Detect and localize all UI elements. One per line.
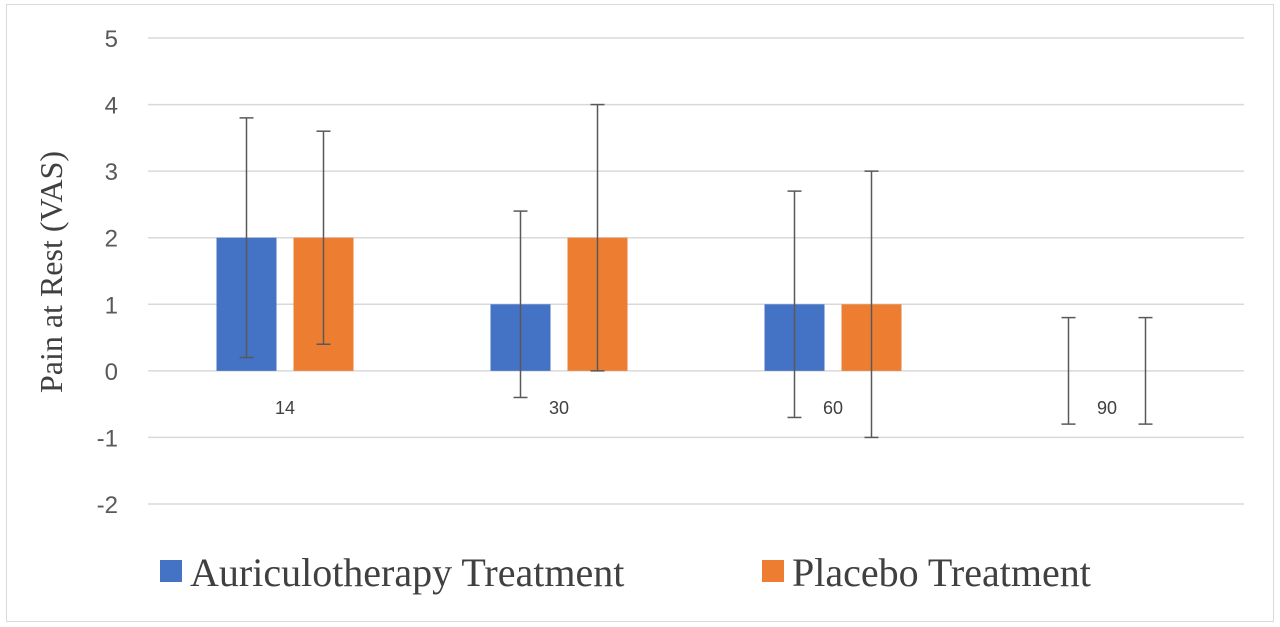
y-tick-label: 0 bbox=[105, 359, 118, 386]
y-tick-label: 3 bbox=[105, 159, 118, 186]
legend-swatch bbox=[160, 560, 182, 582]
y-tick-label: -1 bbox=[97, 425, 118, 452]
legend-label: Auriculotherapy Treatment bbox=[190, 550, 624, 595]
category-label: 14 bbox=[275, 398, 295, 418]
category-label: 30 bbox=[549, 398, 569, 418]
error-bars bbox=[239, 103, 1153, 439]
category-label: 60 bbox=[823, 398, 843, 418]
category-label: 90 bbox=[1097, 398, 1117, 418]
y-tick-label: 5 bbox=[105, 26, 118, 53]
y-tick-label: 4 bbox=[105, 93, 118, 120]
legend-swatch bbox=[762, 560, 784, 582]
legend: Auriculotherapy Treatment Placebo Treatme… bbox=[160, 550, 1091, 595]
category-labels: 14 30 60 90 bbox=[275, 398, 1117, 418]
y-axis-label: Pain at Rest (VAS) bbox=[33, 151, 69, 393]
y-tick-label: 2 bbox=[105, 226, 118, 253]
y-tick-label: 1 bbox=[105, 292, 118, 319]
y-tick-label: -2 bbox=[97, 492, 118, 519]
legend-label: Placebo Treatment bbox=[792, 550, 1091, 595]
y-axis-ticks: 5 4 3 2 1 0 -1 -2 bbox=[97, 26, 118, 519]
